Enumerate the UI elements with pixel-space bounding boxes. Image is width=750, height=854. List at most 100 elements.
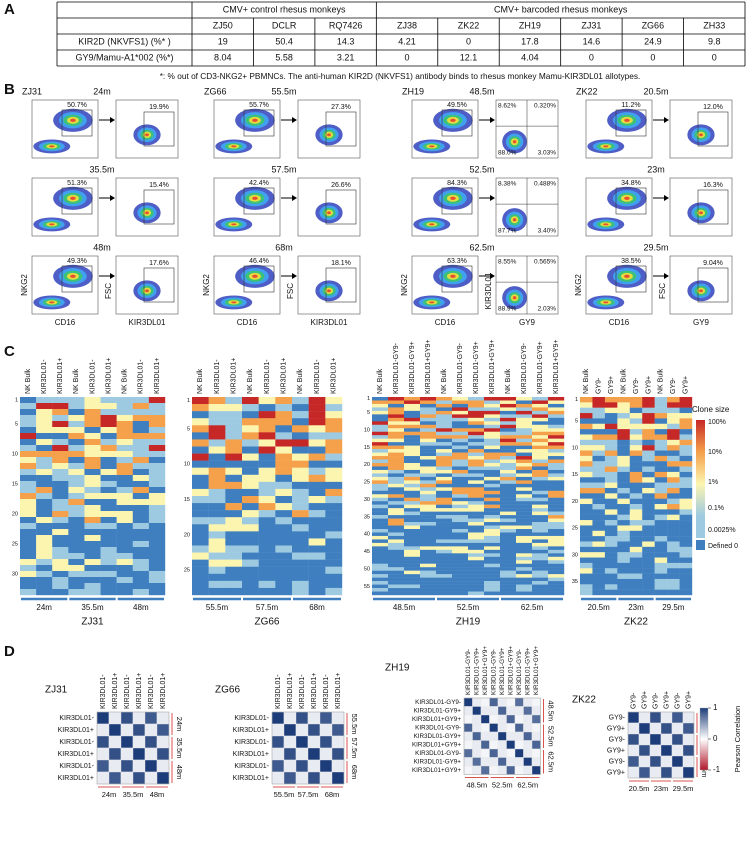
cell: 0 [466, 36, 471, 46]
heatmap-cell [654, 450, 668, 457]
heatmap-cell [208, 531, 226, 539]
time-label: 24m [102, 790, 117, 799]
heatmap-cell [275, 481, 293, 490]
heatmap-cell [52, 445, 69, 452]
matrix-cell [96, 771, 110, 785]
heatmap-cell [308, 397, 326, 405]
column-header: KIR3DL01+GY9+ [489, 340, 496, 394]
heatmap-cell [500, 535, 517, 540]
matrix-cell [531, 731, 541, 741]
density [603, 223, 609, 226]
column-header: NK Bulk [73, 368, 80, 394]
heatmap-cell [436, 414, 453, 419]
heatmap-cell [548, 410, 565, 415]
heatmap-cell [68, 433, 85, 440]
heatmap-cell [679, 407, 693, 414]
heatmap-cell [404, 553, 421, 557]
heatmap-cell [68, 529, 85, 536]
heatmap-cell [420, 563, 437, 568]
heatmap-cell [325, 587, 343, 596]
row-label: KIR3DL01- [234, 715, 269, 722]
heatmap-cell [436, 584, 453, 589]
heatmap-cell [225, 474, 243, 483]
heatmap-cell [629, 509, 643, 515]
heatmap-cell [100, 493, 117, 500]
heatmap-cell [420, 497, 437, 502]
row-label: KIR3DL01+ [233, 751, 269, 758]
row-label: KIR3DL01- [234, 763, 269, 770]
heatmap-cell [420, 469, 437, 474]
heatmap-cell [500, 515, 517, 519]
column-header: GY9- [596, 377, 603, 394]
heatmap-cell [68, 499, 85, 506]
matrix-cell [514, 723, 524, 733]
heatmap-cell [629, 498, 643, 505]
heatmap-cell [642, 541, 655, 548]
heatmap-cell [436, 518, 453, 523]
column-header: NK Bulk [658, 368, 665, 394]
heatmap-cell [372, 400, 389, 405]
heatmap-cell [242, 411, 259, 419]
heatmap-cell [654, 477, 668, 483]
quadrant-percent: 3.03% [538, 150, 557, 157]
heatmap-cell [372, 511, 389, 516]
heatmap-cell [20, 535, 37, 542]
heatmap-cell [500, 556, 517, 561]
heatmap-cell [679, 552, 693, 558]
heatmap-cell [325, 488, 343, 497]
matrix-cell [472, 714, 482, 724]
animal-name: ZK22 [576, 86, 598, 96]
heatmap-cell [617, 477, 630, 483]
column-header: GY9+ [645, 376, 652, 394]
matrix-cell [132, 747, 146, 761]
heatmap-cell [642, 450, 655, 457]
heatmap-cell [436, 431, 453, 436]
heatmap-cell [468, 466, 485, 471]
heatmap-cell [629, 562, 643, 569]
heatmap-cell [100, 427, 117, 434]
heatmap-cell [325, 425, 343, 433]
heatmap-cell [225, 552, 243, 560]
heatmap-cell [52, 451, 69, 458]
heatmap-cell [516, 529, 533, 533]
column-label: KIR3DL01- [148, 674, 155, 709]
matrix-cell [627, 766, 640, 779]
heatmap-cell [629, 536, 643, 542]
heatmap-cell [452, 525, 469, 530]
heatmap-cell [308, 411, 326, 419]
column-header: NK Bulk [505, 368, 512, 394]
heatmap-cell [548, 473, 565, 478]
heatmap-cell [580, 520, 593, 526]
heatmap-cell [388, 421, 405, 425]
heatmap-cell [404, 417, 421, 422]
heatmap-cell [667, 477, 680, 483]
heatmap-cell [592, 423, 606, 430]
heatmap-cell [642, 407, 655, 414]
heatmap-cell [225, 587, 243, 596]
heatmap-cell [642, 466, 655, 473]
quadrant-percent: 8.38% [498, 181, 517, 188]
heatmap-cell [325, 552, 343, 560]
heatmap-cell [116, 457, 133, 464]
heatmap-cell [404, 410, 421, 415]
density [252, 118, 258, 122]
heatmap-cell [592, 530, 606, 537]
heatmap-cell [548, 574, 565, 578]
heatmap-cell [516, 518, 533, 523]
heatmap-cell [52, 547, 69, 554]
heatmap-cell [404, 518, 421, 523]
legend-bar [696, 516, 705, 538]
heatmap-cell [580, 439, 593, 446]
heatmap-cell [258, 425, 276, 433]
heatmap-cell [500, 400, 517, 405]
panel-label: C [4, 343, 15, 360]
arrow-head [490, 117, 495, 123]
heatmap-cell [667, 514, 680, 521]
heatmap-cell [500, 588, 517, 592]
heatmap-cell [500, 591, 517, 596]
heatmap-cell [629, 477, 643, 483]
heatmap-cell [484, 560, 501, 564]
heatmap-cell [516, 494, 533, 498]
heatmap-cell [292, 425, 309, 433]
heatmap-cell [404, 560, 421, 564]
